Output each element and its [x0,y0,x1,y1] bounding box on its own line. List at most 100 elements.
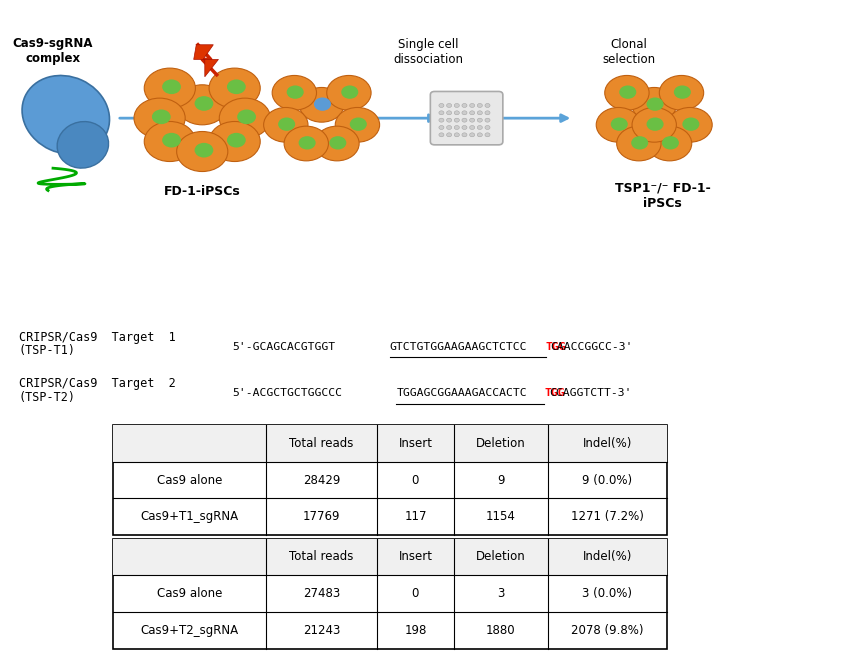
Text: TGG: TGG [544,389,565,399]
Text: CCAGGTCTT-3': CCAGGTCTT-3' [550,389,632,399]
Circle shape [134,98,185,138]
Circle shape [597,107,640,142]
Circle shape [470,111,475,115]
Circle shape [350,117,367,131]
Circle shape [462,133,467,137]
Circle shape [647,126,692,161]
Text: (TSP-T1): (TSP-T1) [19,344,76,357]
Circle shape [145,121,195,161]
Circle shape [162,133,181,147]
Circle shape [616,126,661,161]
Text: 28429: 28429 [303,474,341,486]
Circle shape [447,133,452,137]
Circle shape [284,126,329,161]
Text: Cas9 alone: Cas9 alone [157,474,223,486]
Circle shape [287,86,304,98]
Text: Clonal
selection: Clonal selection [602,38,655,66]
Circle shape [478,133,483,137]
Circle shape [227,133,246,147]
Circle shape [485,125,490,129]
Circle shape [485,133,490,137]
Text: Deletion: Deletion [476,437,526,450]
Circle shape [209,121,260,161]
Circle shape [631,136,648,149]
Circle shape [227,80,246,94]
Text: TSP1⁻/⁻ FD-1-
iPSCs: TSP1⁻/⁻ FD-1- iPSCs [615,182,710,210]
Circle shape [447,125,452,129]
Circle shape [439,103,444,107]
Circle shape [674,86,691,98]
Circle shape [604,76,649,110]
FancyBboxPatch shape [431,92,502,145]
Text: 27483: 27483 [303,587,340,600]
Circle shape [646,97,663,111]
Text: 0: 0 [412,587,419,600]
Text: 1271 (7.2%): 1271 (7.2%) [571,511,644,523]
Text: Indel(%): Indel(%) [583,437,632,450]
Circle shape [176,85,228,125]
Circle shape [485,118,490,122]
Circle shape [455,103,460,107]
Text: 3 (0.0%): 3 (0.0%) [582,587,633,600]
Text: CAACCGGCC-3': CAACCGGCC-3' [550,342,633,352]
Circle shape [264,107,308,142]
Circle shape [439,125,444,129]
Circle shape [272,76,317,110]
Text: Cas9 alone: Cas9 alone [157,587,223,600]
Circle shape [470,103,475,107]
Circle shape [485,103,490,107]
Circle shape [455,118,460,122]
Circle shape [632,88,676,122]
Circle shape [342,86,359,98]
Circle shape [462,111,467,115]
Circle shape [610,117,627,131]
Text: 1154: 1154 [485,511,515,523]
Circle shape [478,103,483,107]
Circle shape [646,117,663,131]
Text: 9 (0.0%): 9 (0.0%) [582,474,633,486]
Bar [113,539,667,649]
Circle shape [668,107,712,142]
Circle shape [455,133,460,137]
Polygon shape [193,45,218,77]
Circle shape [439,133,444,137]
Text: FD-1-iPSCs: FD-1-iPSCs [163,185,241,198]
Circle shape [632,107,676,142]
Circle shape [299,136,316,149]
Circle shape [470,125,475,129]
Text: 9: 9 [497,474,504,486]
Circle shape [439,118,444,122]
Circle shape [278,117,295,131]
Bar [113,425,667,462]
Bar [113,425,667,535]
Circle shape [462,103,467,107]
Text: Cas9+T2_sgRNA: Cas9+T2_sgRNA [140,624,239,636]
Circle shape [176,131,228,172]
Text: Total reads: Total reads [289,550,354,563]
Circle shape [330,136,347,149]
Text: 5'-GCAGCACGTGGT: 5'-GCAGCACGTGGT [232,342,336,352]
Circle shape [478,125,483,129]
Circle shape [315,126,360,161]
Text: GTCTGTGGAAGAAGCTCTCC: GTCTGTGGAAGAAGCTCTCC [389,342,527,352]
Circle shape [237,109,256,124]
Circle shape [447,118,452,122]
Circle shape [447,111,452,115]
Text: Single cell
dissociation: Single cell dissociation [393,38,463,66]
Circle shape [455,125,460,129]
Circle shape [314,97,331,111]
Text: Deletion: Deletion [476,550,526,563]
Circle shape [455,111,460,115]
Circle shape [462,125,467,129]
Text: 0: 0 [412,474,419,486]
Ellipse shape [57,121,109,168]
Text: Total reads: Total reads [289,437,354,450]
Circle shape [682,117,699,131]
Text: 5'-ACGCTGCTGGCCC: 5'-ACGCTGCTGGCCC [232,389,342,399]
Circle shape [194,143,213,157]
Text: 17769: 17769 [303,511,341,523]
Circle shape [447,103,452,107]
Circle shape [209,68,260,108]
Text: 198: 198 [404,624,426,636]
Text: Insert: Insert [398,437,432,450]
